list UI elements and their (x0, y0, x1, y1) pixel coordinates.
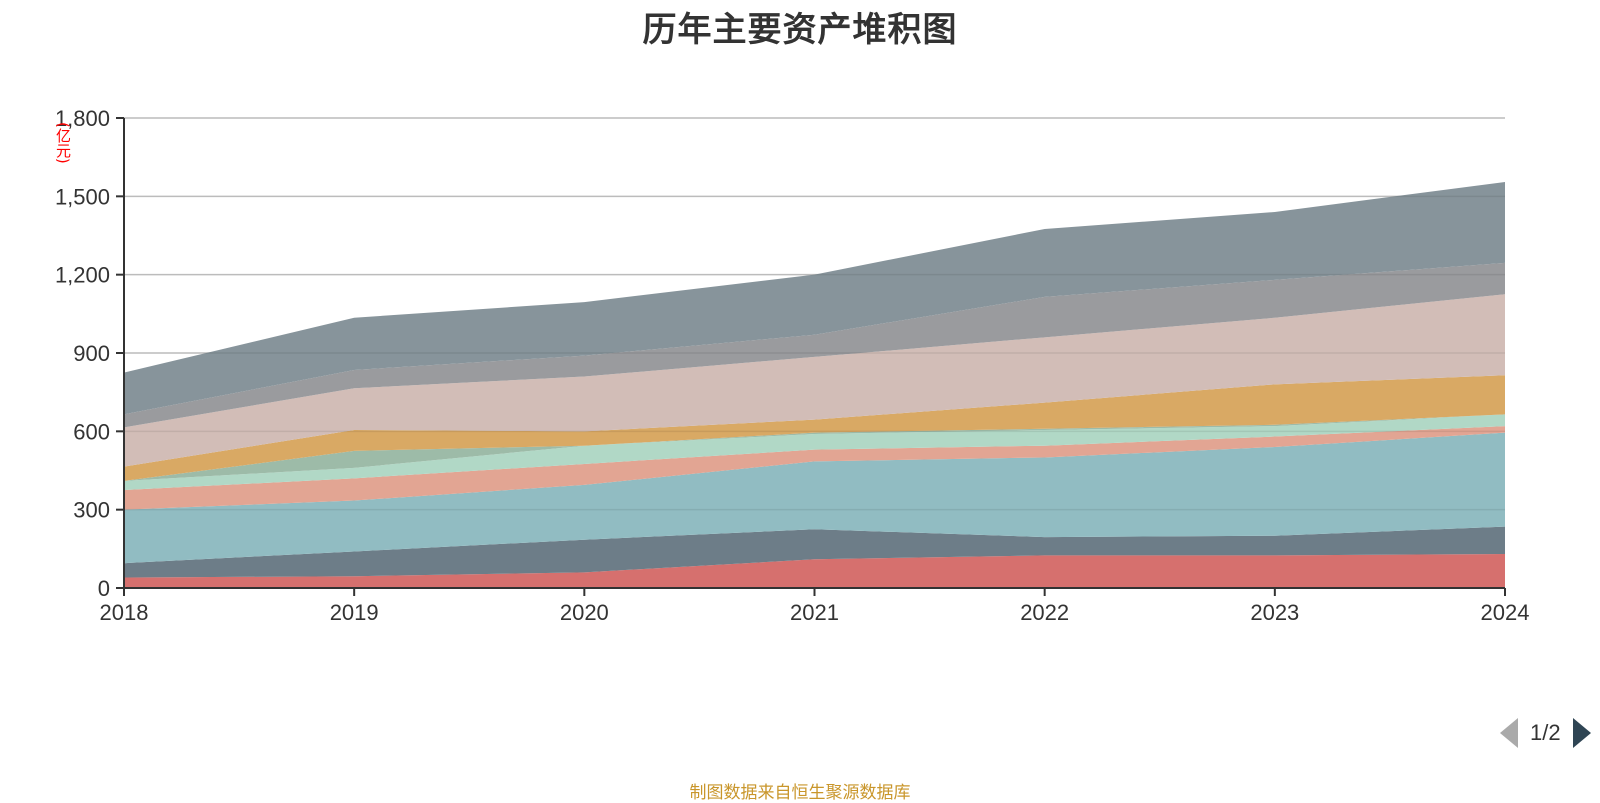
triangle-right-icon[interactable] (1572, 718, 1591, 748)
x-tick-label: 2021 (790, 600, 839, 625)
y-tick-label: 900 (73, 341, 110, 366)
x-tick-label: 2022 (1020, 600, 1069, 625)
chart-title: 历年主要资产堆积图 (642, 10, 958, 50)
x-tick-label: 2020 (560, 600, 609, 625)
x-tick-label: 2018 (100, 600, 149, 625)
y-axis-unit-label: (亿元) (54, 122, 72, 164)
y-tick-label: 300 (73, 498, 110, 523)
axes: 0 300 600 900 1,200 1,500 1,800 2018 2019 2020 202… (55, 106, 1530, 625)
x-tick-label: 2019 (330, 600, 379, 625)
source-note: 制图数据来自恒生聚源数据库 (689, 783, 911, 803)
area-series-10[interactable] (124, 181, 1505, 415)
area-series-1[interactable] (124, 554, 1505, 588)
x-tick-label: 2024 (1481, 600, 1530, 625)
triangle-left-icon[interactable] (1500, 718, 1518, 748)
legend-page-indicator: 1/2 (1530, 720, 1561, 745)
legend-container: 其他非流动资产在建工程合计固定资产长期应收款长期股权投资划分为持有待售的资产存 (0, 700, 1480, 760)
y-tick-label: 1,800 (55, 106, 110, 131)
area-series-7[interactable] (124, 375, 1505, 481)
y-tick-label: 600 (73, 419, 110, 444)
stacked-areas (124, 117, 1505, 588)
area-series-5[interactable] (124, 414, 1505, 491)
area-series-8[interactable] (124, 294, 1505, 467)
legend-pager: 1/2 (1500, 718, 1591, 748)
area-series-9[interactable] (124, 262, 1505, 428)
x-tick-label: 2023 (1250, 600, 1299, 625)
y-tick-label: 0 (98, 576, 110, 601)
y-tick-label: 1,500 (55, 184, 110, 209)
area-series-2[interactable] (124, 526, 1505, 578)
area-series-6[interactable] (124, 414, 1505, 481)
area-series-3[interactable] (124, 432, 1505, 564)
y-tick-label: 1,200 (55, 263, 110, 288)
area-series-4[interactable] (124, 426, 1505, 510)
